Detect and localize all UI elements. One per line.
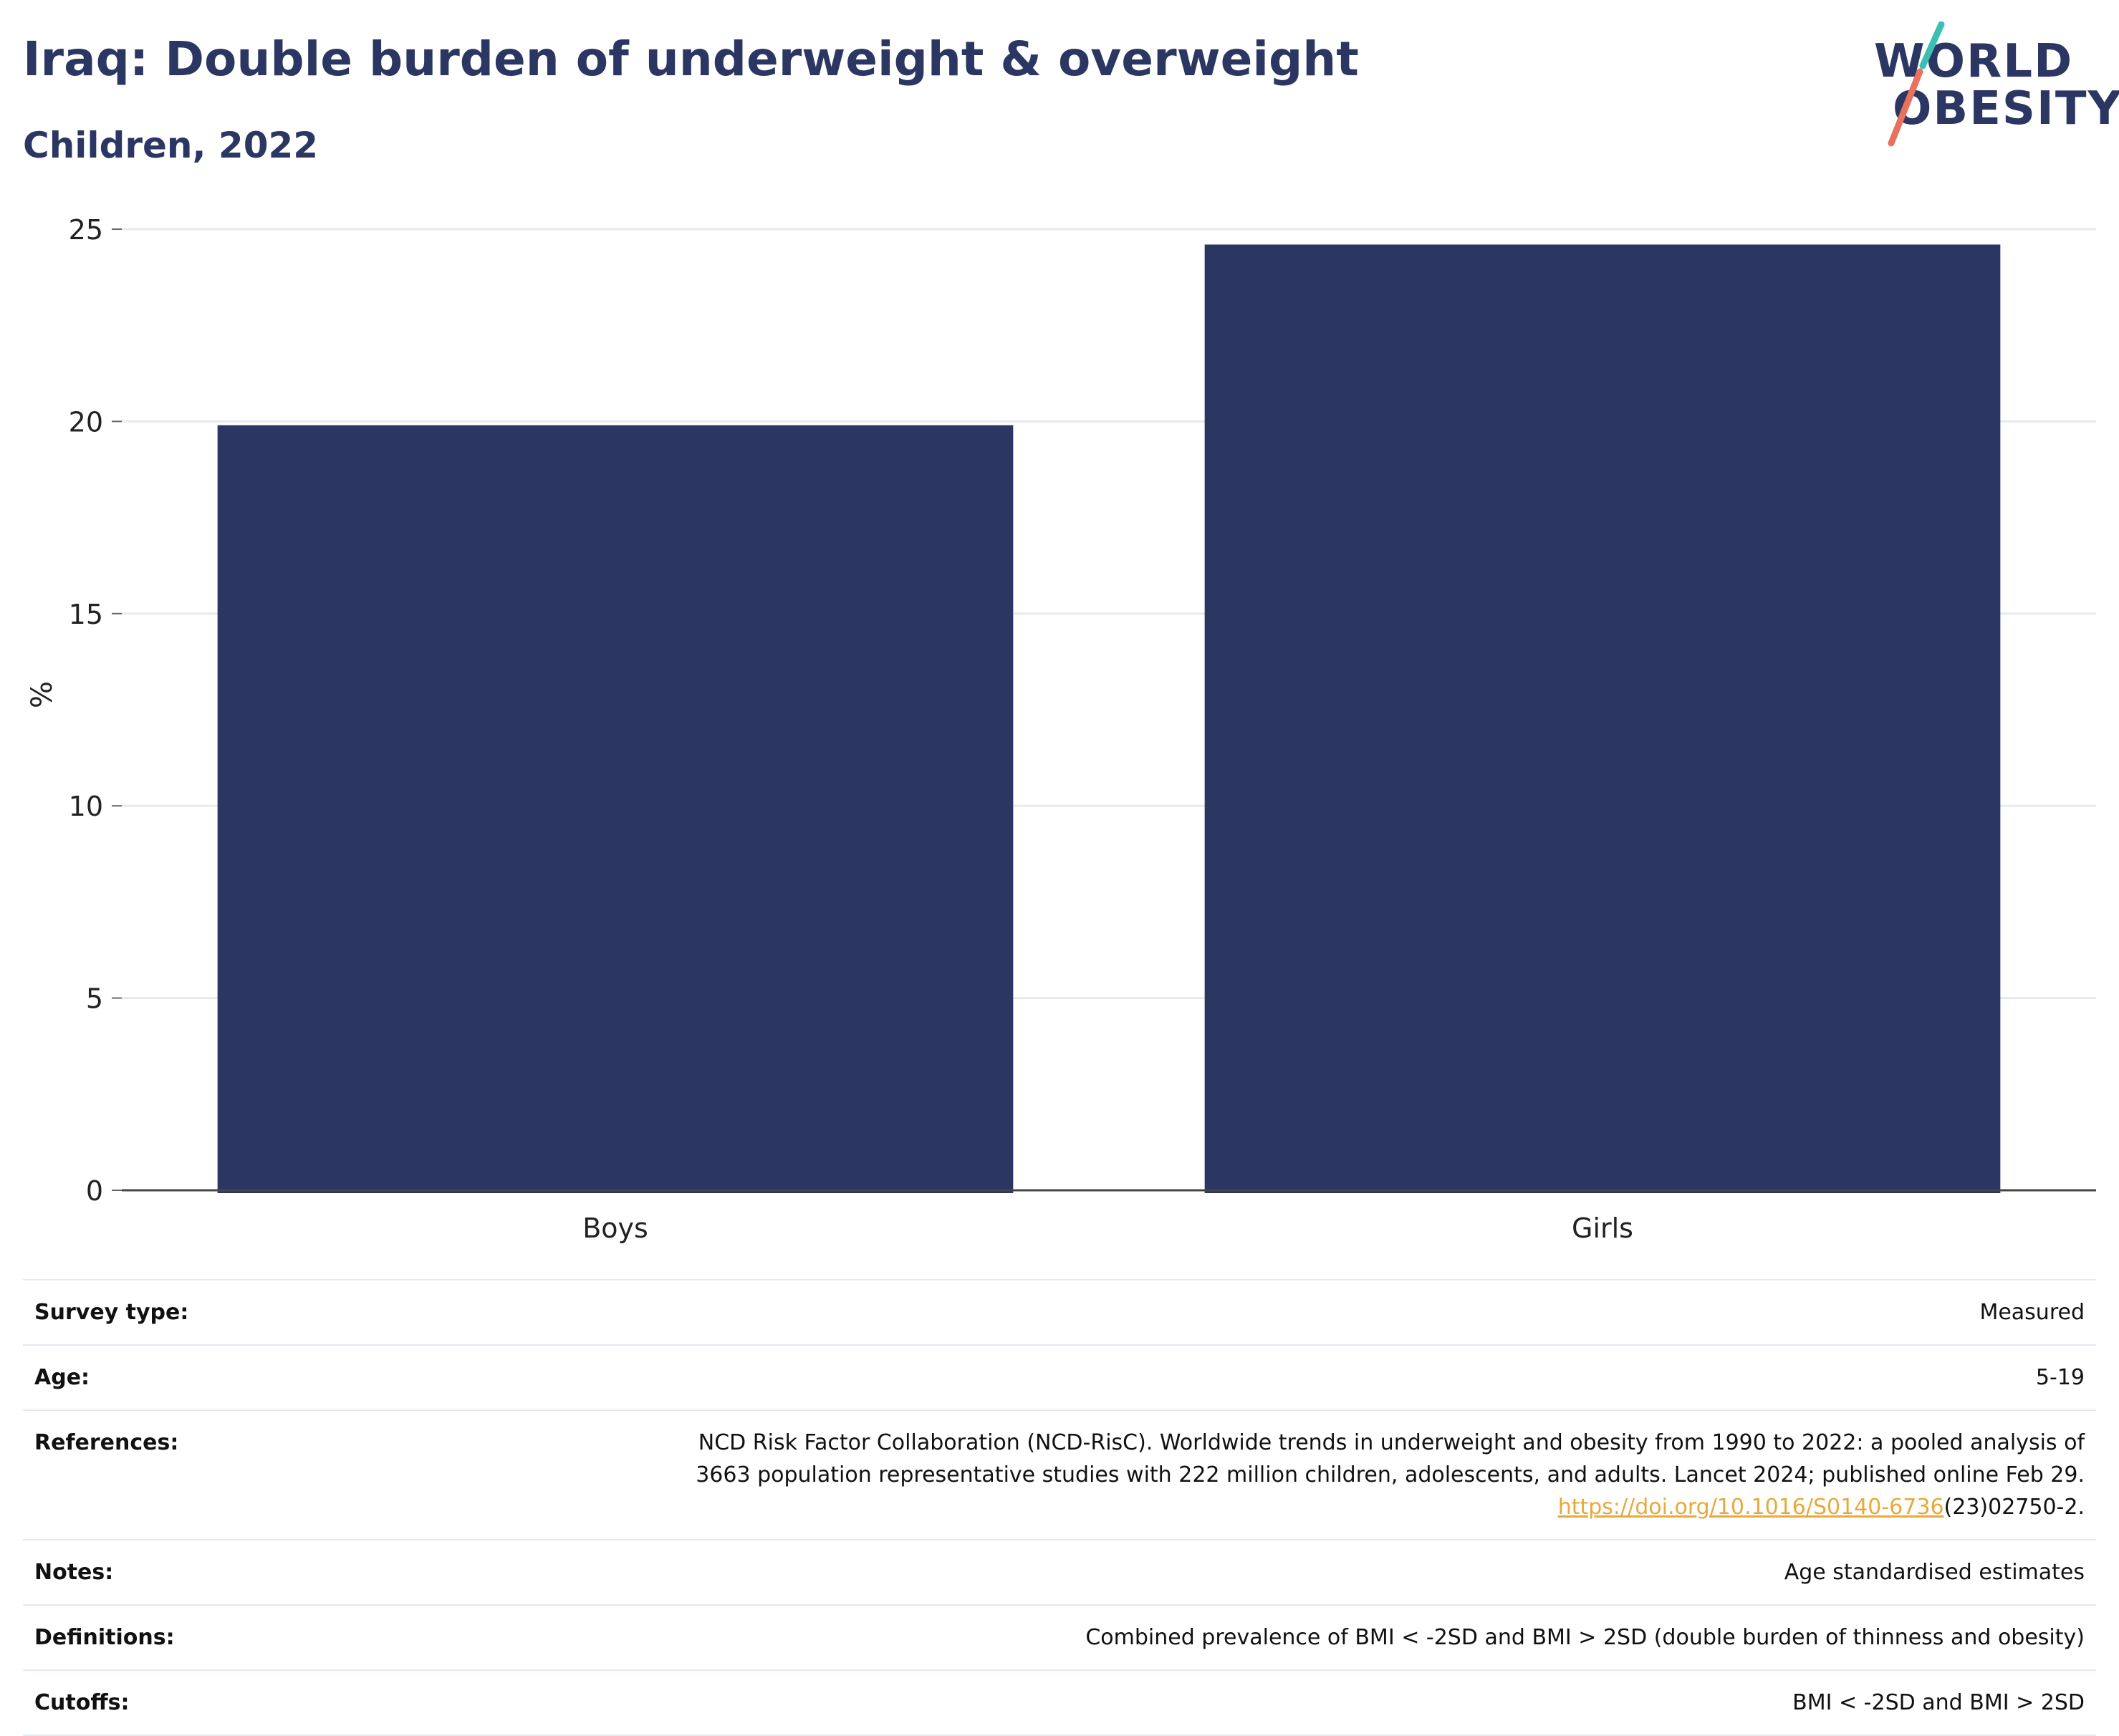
y-tick-label: 0 — [86, 1175, 103, 1207]
cutoffs-label: Cutoffs: — [23, 1669, 347, 1736]
info-row-survey-type: Survey type: Measured — [23, 1279, 2096, 1345]
chart-title: Iraq: Double burden of underweight & ove… — [23, 32, 1359, 87]
info-table: Survey type: Measured Age: 5-19 Referenc… — [23, 1279, 2096, 1736]
y-tick-label: 25 — [69, 214, 103, 246]
notes-label: Notes: — [23, 1539, 347, 1605]
info-row-references: References: NCD Risk Factor Collaboratio… — [23, 1409, 2096, 1540]
x-tick-label: Girls — [1572, 1212, 1633, 1244]
info-row-age: Age: 5-19 — [23, 1344, 2096, 1410]
bar-boys[interactable] — [217, 425, 1014, 1193]
bar-girls[interactable] — [1204, 244, 2001, 1194]
definitions-value: Combined prevalence of BMI < -2SD and BM… — [347, 1604, 2096, 1670]
info-row-notes: Notes: Age standardised estimates — [23, 1539, 2096, 1605]
age-label: Age: — [23, 1344, 347, 1410]
y-tick-label: 20 — [69, 406, 103, 438]
y-tick-label: 10 — [69, 791, 103, 822]
logo-slash-bottom — [1888, 68, 1923, 147]
y-axis-label: % — [26, 681, 59, 708]
y-tick-label: 5 — [86, 983, 103, 1015]
references-value: NCD Risk Factor Collaboration (NCD-RisC)… — [347, 1409, 2096, 1540]
survey-type-value: Measured — [347, 1279, 2096, 1345]
logo-text-obesity: OBESITY — [1893, 82, 2119, 135]
bars — [217, 244, 2001, 1194]
info-row-cutoffs: Cutoffs: BMI < -2SD and BMI > 2SD — [23, 1669, 2096, 1736]
cutoffs-value: BMI < -2SD and BMI > 2SD — [347, 1669, 2096, 1736]
y-tick-label: 15 — [69, 599, 103, 630]
logo-slash-icon — [1888, 21, 1945, 147]
age-value: 5-19 — [347, 1344, 2096, 1410]
references-label: References: — [23, 1409, 347, 1540]
references-link-suffix: (23)02750-2. — [1943, 1495, 2085, 1520]
chart-subtitle: Children, 2022 — [23, 125, 319, 166]
world-obesity-logo: WORLD OBESITY — [1863, 21, 2119, 150]
bar-chart: 0 5 10 15 20 25 Boys Girls % — [26, 214, 2096, 1244]
references-doi-link[interactable]: https://doi.org/10.1016/S0140-6736 — [1557, 1495, 1944, 1520]
x-tick-label: Boys — [582, 1212, 648, 1244]
references-line-1: NCD Risk Factor Collaboration (NCD-RisC)… — [698, 1430, 2085, 1455]
axes: 0 5 10 15 20 25 Boys Girls — [69, 214, 2096, 1244]
references-line-2: 3663 population representative studies w… — [696, 1462, 2085, 1487]
survey-type-label: Survey type: — [23, 1279, 347, 1345]
notes-value: Age standardised estimates — [347, 1539, 2096, 1605]
logo-text-world: WORLD — [1874, 35, 2074, 88]
info-row-definitions: Definitions: Combined prevalence of BMI … — [23, 1604, 2096, 1670]
logo-slash-top — [1919, 21, 1945, 69]
definitions-label: Definitions: — [23, 1604, 347, 1670]
